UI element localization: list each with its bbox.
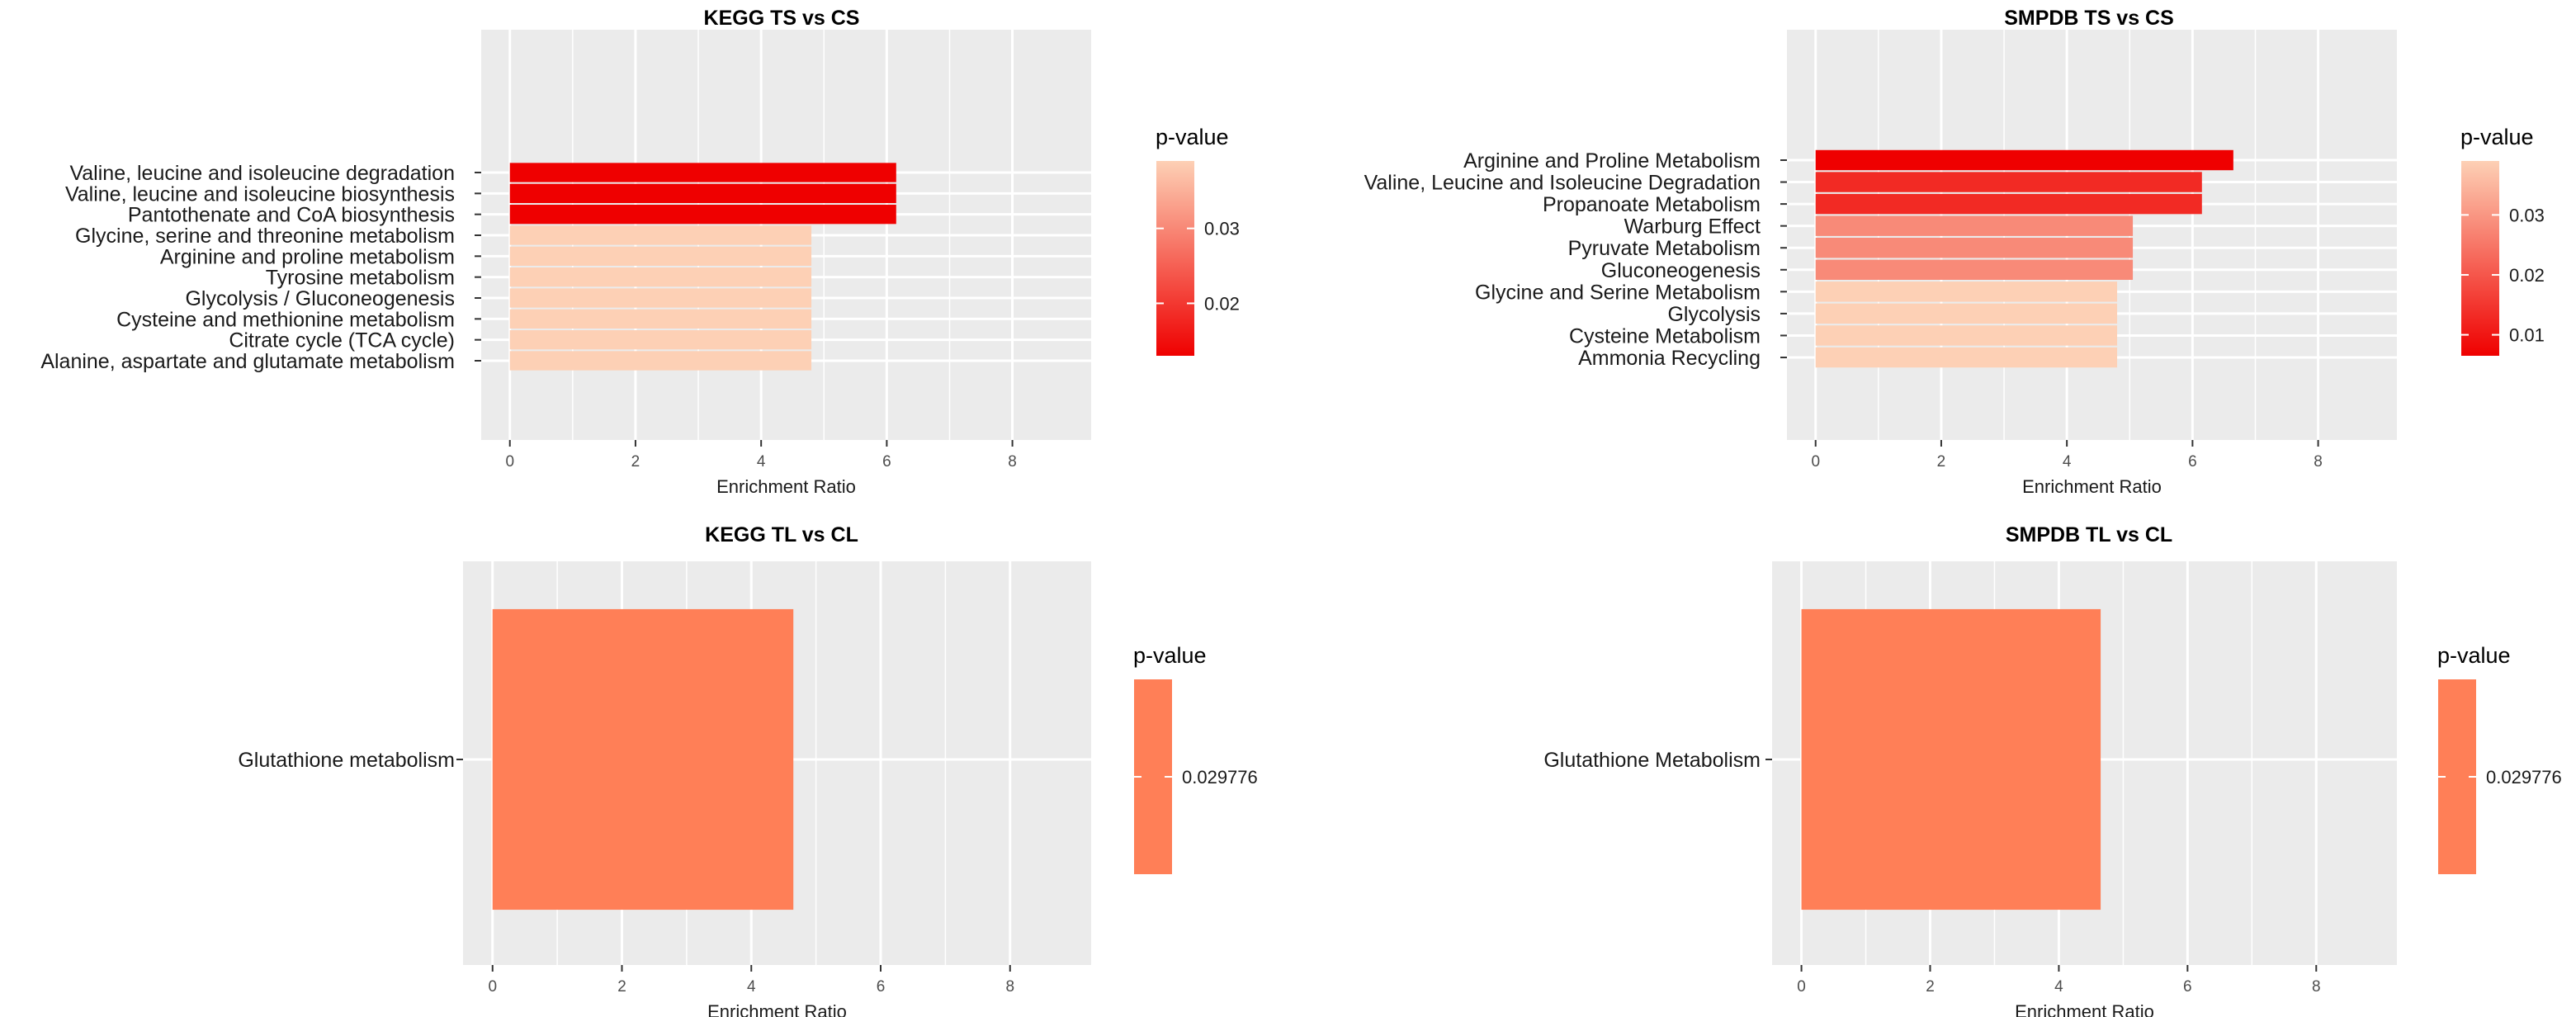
x-tick-label: 0: [1797, 978, 1806, 996]
x-tick-label: 2: [1926, 978, 1935, 996]
x-axis-title: Enrichment Ratio: [707, 1001, 847, 1017]
bar: [1815, 325, 2118, 346]
x-axis-title: Enrichment Ratio: [716, 476, 856, 497]
legend-title: p-value: [2437, 643, 2511, 668]
x-tick-label: 4: [2063, 453, 2072, 471]
bar: [1815, 303, 2118, 324]
legend-title: p-value: [1133, 643, 1207, 668]
category-label: Alanine, aspartate and glutamate metabol…: [40, 350, 455, 373]
bar: [492, 608, 794, 911]
category-label: Valine, Leucine and Isoleucine Degradati…: [1364, 172, 1761, 195]
p-value-legend: p-value 0.029776: [1133, 643, 1258, 874]
category-label: Glycine and Serine Metabolism: [1475, 281, 1761, 304]
x-tick-label: 2: [631, 453, 640, 471]
bar: [1815, 347, 2118, 368]
x-tick-label: 6: [2183, 978, 2192, 996]
category-label: Tyrosine metabolism: [266, 267, 455, 290]
x-tick-label: 4: [2054, 978, 2063, 996]
bar: [509, 309, 812, 329]
p-value-legend: p-value 0.03 0.02: [1156, 125, 1240, 356]
legend-tick-label: 0.02: [1204, 293, 1240, 314]
bar: [509, 225, 812, 245]
p-value-legend: p-value 0.03 0.02 0.01: [2460, 125, 2545, 356]
x-tick-label: 0: [505, 453, 514, 471]
chart-title: SMPDB TS vs CS: [2004, 7, 2174, 30]
bar: [1815, 281, 2118, 302]
legend-tick-label: 0.02: [2509, 265, 2545, 286]
chart-panel-2: KEGG TL vs CL Glutathione metabolism 0 2 4 6 8…: [238, 523, 1257, 1017]
category-label: Valine, leucine and isoleucine degradati…: [69, 162, 455, 185]
category-label: Arginine and proline metabolism: [160, 245, 455, 268]
bar: [1815, 172, 2202, 192]
category-label: Glycolysis / Gluconeogenesis: [185, 287, 455, 310]
category-label: Glutathione Metabolism: [1543, 749, 1761, 772]
x-tick-label: 6: [877, 978, 886, 996]
category-label: Citrate cycle (TCA cycle): [229, 329, 455, 352]
x-tick-label: 0: [1811, 453, 1820, 471]
legend-tick-label: 0.03: [2509, 205, 2545, 225]
legend-title: p-value: [1156, 125, 1229, 149]
x-tick-label: 8: [1005, 978, 1014, 996]
p-value-legend: p-value 0.029776: [2437, 643, 2562, 874]
x-tick-label: 8: [2314, 453, 2323, 471]
bar: [1815, 238, 2134, 258]
category-label: Pyruvate Metabolism: [1568, 237, 1761, 260]
category-label: Ammonia Recycling: [1578, 347, 1761, 370]
category-label: Valine, leucine and isoleucine biosynthe…: [65, 182, 455, 206]
category-label: Pantothenate and CoA biosynthesis: [128, 204, 455, 227]
legend-tick-label: 0.01: [2509, 325, 2545, 346]
x-tick-label: 4: [747, 978, 756, 996]
chart-title: KEGG TL vs CL: [705, 523, 858, 546]
category-label: Glycine, serine and threonine metabolism: [75, 225, 455, 248]
bar: [1815, 193, 2202, 215]
category-label: Glutathione metabolism: [238, 749, 455, 772]
bar: [1801, 608, 2101, 911]
x-tick-label: 0: [488, 978, 497, 996]
x-axis-title: Enrichment Ratio: [2015, 1001, 2154, 1017]
bar: [509, 267, 812, 287]
bar: [509, 205, 896, 225]
bar: [509, 351, 812, 371]
chart-title: SMPDB TL vs CL: [2006, 523, 2172, 546]
x-tick-label: 4: [757, 453, 766, 471]
legend-tick-label: 0.03: [1204, 219, 1240, 239]
category-label: Arginine and Proline Metabolism: [1463, 149, 1761, 173]
legend-tick-label: 0.029776: [2486, 767, 2562, 788]
legend-title: p-value: [2460, 125, 2534, 149]
bar: [509, 246, 812, 266]
category-label: Gluconeogenesis: [1601, 259, 1761, 282]
legend-tick-label: 0.029776: [1182, 767, 1258, 788]
legend-colorbar: [2461, 161, 2499, 356]
bar: [509, 330, 812, 350]
x-tick-label: 6: [2188, 453, 2197, 471]
category-label: Warburg Effect: [1624, 215, 1761, 239]
x-tick-label: 6: [882, 453, 891, 471]
bar: [1815, 259, 2134, 280]
x-axis-title: Enrichment Ratio: [2022, 476, 2162, 497]
category-label: Cysteine Metabolism: [1569, 324, 1761, 348]
bar: [509, 288, 812, 308]
x-tick-label: 2: [1937, 453, 1946, 471]
chart-panel-0: KEGG TS vs CS Valine, leucine and isoleuc…: [40, 7, 1240, 497]
category-label: Cysteine and methionine metabolism: [116, 308, 455, 331]
chart-panel-3: SMPDB TL vs CL Glutathione Metabolism 0 2 4 6…: [1543, 523, 2561, 1017]
x-tick-label: 8: [2312, 978, 2321, 996]
legend-colorbar: [1156, 161, 1194, 356]
x-tick-label: 2: [617, 978, 626, 996]
chart-title: KEGG TS vs CS: [704, 7, 860, 30]
chart-panel-1: SMPDB TS vs CS Arginine and Proline Metab…: [1364, 7, 2545, 497]
category-label: Glycolysis: [1667, 303, 1761, 326]
bar: [509, 163, 896, 182]
bar: [1815, 149, 2233, 171]
category-label: Propanoate Metabolism: [1543, 193, 1761, 216]
bar: [509, 183, 896, 203]
bar: [1815, 215, 2134, 236]
x-tick-label: 8: [1008, 453, 1017, 471]
